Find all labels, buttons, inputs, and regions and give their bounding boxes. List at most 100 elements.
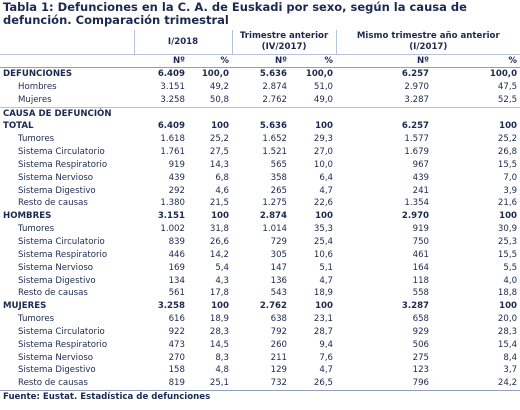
cell: 2.762	[232, 93, 291, 108]
cell: 147	[270, 262, 288, 273]
cell: 305	[270, 249, 288, 260]
cell: 15,5	[497, 249, 518, 260]
cell: 439	[412, 172, 430, 183]
cell: 8,3	[215, 352, 230, 363]
cell: 2.970	[404, 81, 430, 92]
cell: 967	[412, 159, 430, 170]
cell: 919	[412, 224, 430, 235]
cell: 2.970	[401, 211, 430, 222]
cell: 3.287	[336, 93, 433, 108]
cell: 658	[412, 314, 430, 325]
cell: 819	[134, 377, 188, 392]
cell: 461	[412, 249, 430, 260]
cell: 1.652	[262, 134, 288, 145]
cell: 8,4	[503, 352, 518, 363]
cell: 18,8	[497, 288, 518, 299]
cell: 1.761	[160, 147, 185, 158]
cell: 17,8	[209, 288, 230, 299]
cell: 6,4	[319, 172, 334, 183]
table-row: Sistema Respiratorio 473 14,5 260 9,4 506 15,4	[0, 339, 520, 352]
cell: 796	[336, 377, 433, 392]
table-row: Sistema Respiratorio 446 14,2 305 10,6 461 15,…	[0, 249, 520, 262]
empty-cell	[290, 107, 336, 120]
cell: 6.409	[157, 69, 185, 79]
cell: 265	[270, 185, 288, 196]
corner	[0, 30, 134, 55]
table-row: MUJERES 3.258 100 2.762 100 3.287 100	[0, 300, 520, 313]
row-label: Sistema Circulatorio	[18, 326, 105, 337]
cell: 4,6	[215, 185, 230, 196]
cell: 5,4	[215, 262, 230, 273]
cell: 275	[412, 352, 430, 363]
cell: 14,5	[209, 339, 230, 350]
cell: 506	[412, 339, 430, 350]
cell: 25,4	[313, 236, 334, 247]
row-label: Sistema Respiratorio	[18, 339, 108, 350]
cell: 26,6	[209, 236, 230, 247]
cell: 241	[412, 185, 430, 196]
cell: 729	[270, 236, 288, 247]
cell: 158	[168, 365, 185, 376]
table-row: Resto de causas 819 25,1 732 26,5 796 24,2	[0, 377, 520, 392]
cell: 100	[499, 301, 518, 312]
cell: 118	[412, 275, 430, 286]
cell: 26,8	[497, 147, 518, 158]
cell: 15,5	[497, 159, 518, 170]
sub-header-row: Nº% Nº% Nº%	[0, 54, 520, 68]
cell: 3,9	[503, 185, 518, 196]
cell: 10,0	[313, 159, 334, 170]
cell: 100,0	[489, 69, 518, 79]
cell: 49,2	[209, 81, 230, 92]
group-header: I/2018	[133, 30, 233, 55]
cell: 28,3	[209, 326, 230, 337]
cell: 51,0	[313, 81, 334, 92]
cell: 129	[270, 365, 288, 376]
row-label: Hombres	[18, 81, 57, 92]
row-label: Sistema Respiratorio	[18, 159, 108, 170]
cell: 169	[168, 262, 185, 273]
cell: 750	[412, 236, 430, 247]
cell: 616	[168, 314, 185, 325]
cell: 3.258	[134, 93, 188, 108]
data-table: I/2018 Trimestre anterior (IV/2017) Mismo …	[0, 30, 520, 392]
empty-cell	[134, 107, 188, 120]
cell: 4,3	[215, 275, 230, 286]
table-row: Resto de causas 1.380 21,5 1.275 22,6 1.354 21…	[0, 197, 520, 210]
table-row: Sistema Digestivo 292 4,6 265 4,7 241 3,9	[0, 185, 520, 198]
cell: 31,8	[209, 224, 230, 235]
cell: 3.287	[401, 301, 430, 312]
cell: 100	[499, 121, 518, 132]
cell: 6.257	[401, 121, 430, 132]
cell: 14,2	[209, 249, 230, 260]
cell: 100,0	[305, 69, 334, 79]
cell: 9,4	[319, 339, 334, 350]
table-row: Tumores 1.002 31,8 1.014 35,3 919 30,9	[0, 223, 520, 236]
cell: 732	[232, 377, 291, 392]
sub-header: %	[432, 54, 520, 68]
source-note: Fuente: Eustat. Estadística de defuncion…	[3, 392, 211, 403]
empty-cell	[432, 107, 520, 120]
cell: 25,2	[497, 134, 518, 145]
cell: 919	[168, 159, 185, 170]
table-row: Resto de causas 561 17,8 543 18,9 558 18,8	[0, 287, 520, 300]
cell: 28,3	[497, 326, 518, 337]
cell: 100	[315, 211, 334, 222]
sub-header: Nº	[232, 54, 291, 68]
cell: 123	[412, 365, 430, 376]
row-label: Sistema Digestivo	[18, 185, 96, 196]
cell: 1.679	[404, 147, 430, 158]
sub-header: %	[188, 54, 233, 68]
cell: 473	[168, 339, 185, 350]
empty-cell	[232, 107, 290, 120]
row-label: Tumores	[18, 134, 55, 145]
cell: 25,3	[497, 236, 518, 247]
cell: 638	[270, 314, 288, 325]
cell: 25,1	[188, 377, 233, 392]
cell: 4,7	[319, 365, 334, 376]
cell: 100	[315, 301, 334, 312]
empty-cell	[336, 107, 432, 120]
cell: 35,3	[313, 224, 334, 235]
cell: 7,0	[503, 172, 518, 183]
row-label: Resto de causas	[18, 288, 88, 299]
row-label: Sistema Digestivo	[18, 365, 96, 376]
